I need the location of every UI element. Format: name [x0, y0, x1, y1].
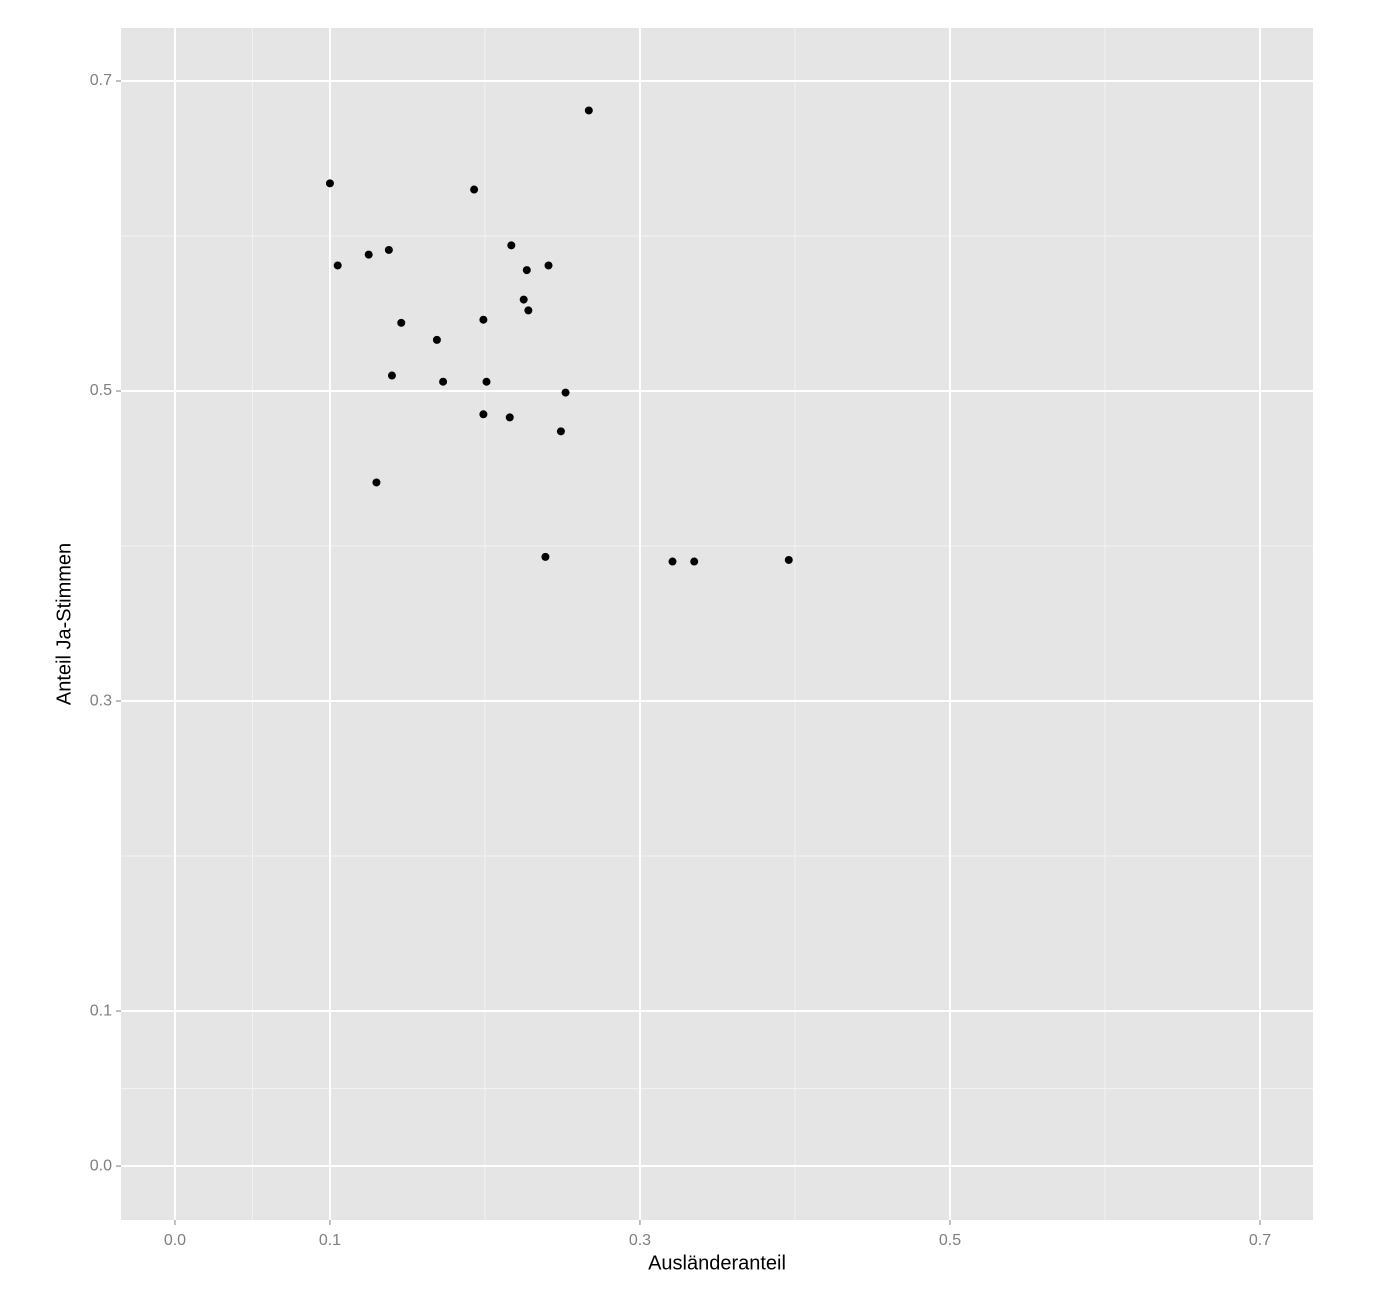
point [519, 295, 528, 304]
point [482, 377, 491, 386]
y-tick-label: 0.7 [90, 72, 112, 89]
panel [121, 28, 1313, 1220]
point [479, 315, 488, 324]
point [387, 371, 396, 380]
point [364, 250, 373, 259]
point [561, 388, 570, 397]
point [584, 106, 593, 115]
point [784, 555, 793, 564]
y-tick-label: 0.1 [90, 1002, 112, 1019]
point [690, 557, 699, 566]
point [541, 552, 550, 561]
x-tick-label: 0.1 [319, 1232, 341, 1249]
x-tick-label: 0.0 [164, 1232, 186, 1249]
y-axis-title: Anteil Ja-Stimmen [53, 543, 75, 705]
point [524, 306, 533, 315]
x-tick-label: 0.3 [629, 1232, 651, 1249]
x-tick-label: 0.5 [939, 1232, 961, 1249]
point [507, 241, 516, 250]
point [372, 478, 381, 487]
point [397, 318, 406, 327]
y-tick-label: 0.0 [90, 1157, 112, 1174]
point [432, 335, 441, 344]
point [556, 427, 565, 436]
point [505, 413, 514, 422]
y-tick-label: 0.3 [90, 692, 112, 709]
point [439, 377, 448, 386]
point [470, 185, 479, 194]
point [325, 179, 334, 188]
point [668, 557, 677, 566]
point [479, 410, 488, 419]
point [522, 266, 531, 275]
x-tick-label: 0.7 [1249, 1232, 1271, 1249]
point [333, 261, 342, 270]
y-tick-label: 0.5 [90, 382, 112, 399]
point [384, 245, 393, 254]
point [544, 261, 553, 270]
x-axis-title: Ausländeranteil [648, 1252, 786, 1274]
